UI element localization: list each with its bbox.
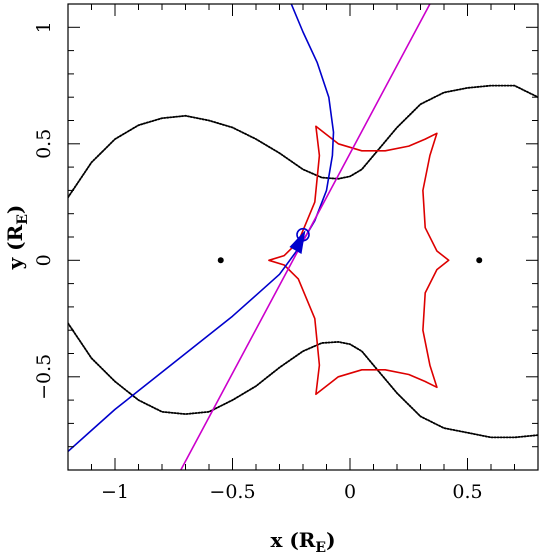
x-tick-label: 0 (344, 481, 356, 503)
markers-layer (217, 227, 483, 264)
y-axis-label-sub: E (15, 214, 31, 225)
lens-mass-1 (217, 257, 224, 264)
trajectory-curved-line (68, 4, 335, 453)
y-tick-label: 0.5 (33, 129, 55, 159)
x-tick-label: −1 (101, 481, 129, 503)
ticks-layer (67, 3, 539, 471)
caustic-line (268, 125, 450, 396)
direction-arrow (289, 229, 306, 254)
critical-upper-line (68, 84, 538, 199)
y-axis-title: y (RE) (3, 205, 31, 271)
plot-area (68, 4, 538, 470)
y-axis-label-text: y (R (3, 224, 27, 270)
y-tick-label: 1 (33, 21, 55, 33)
x-tick-label: 0.5 (452, 481, 482, 503)
x-axis-label-text: x (R (270, 528, 315, 552)
x-tick-label: −0.5 (209, 481, 255, 503)
x-axis-title: x (RE) (270, 528, 335, 555)
trajectory-straight-line (180, 4, 431, 470)
lens-mass-2 (476, 257, 483, 264)
y-axis-label-close: ) (3, 205, 27, 214)
y-tick-label: 0 (33, 254, 55, 266)
critical-lower-line (68, 322, 538, 439)
x-axis-label-close: ) (326, 528, 335, 552)
x-axis-label-sub: E (315, 540, 326, 555)
tick-labels-layer: −1 −0.5 0 0.5 −0.5 0 0.5 1 (33, 21, 483, 503)
y-tick-label: −0.5 (33, 354, 55, 400)
